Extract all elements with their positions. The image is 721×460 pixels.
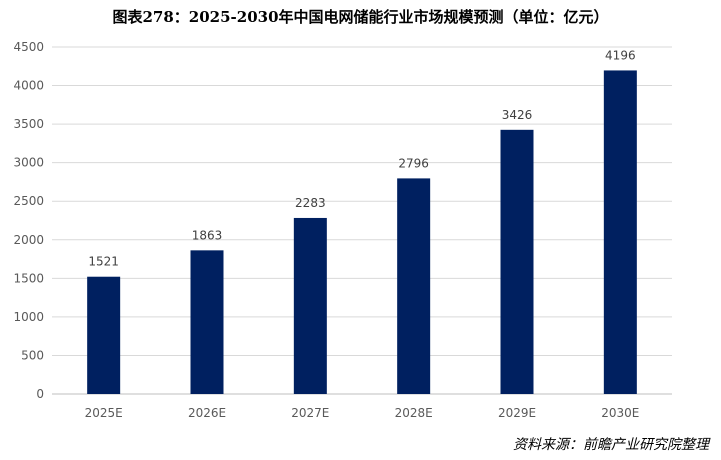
data-label: 4196 — [605, 48, 636, 62]
bar — [87, 276, 121, 394]
y-tick-label: 1500 — [13, 271, 44, 285]
y-tick-label: 3500 — [13, 117, 44, 131]
bar — [500, 129, 534, 395]
y-tick-label: 3000 — [13, 156, 44, 170]
x-tick-label: 2028E — [395, 406, 433, 420]
data-label: 2283 — [295, 196, 326, 210]
source-note: 资料来源：前瞻产业研究院整理 — [513, 437, 709, 453]
x-axis-ticks: 2025E 2026E 2027E 2028E 2029E 2030E — [85, 406, 640, 420]
data-label: 2796 — [398, 156, 429, 170]
y-axis-ticks: 0 500 1000 1500 2000 2500 3000 3500 4000 4500 — [13, 40, 44, 401]
bar — [603, 70, 637, 395]
bar — [190, 250, 224, 394]
y-tick-label: 500 — [21, 348, 44, 362]
x-tick-label: 2027E — [291, 406, 329, 420]
x-tick-label: 2026E — [188, 406, 226, 420]
y-tick-label: 0 — [36, 387, 44, 401]
y-tick-label: 2500 — [13, 194, 44, 208]
y-tick-label: 2000 — [13, 233, 44, 247]
x-tick-label: 2029E — [498, 406, 536, 420]
data-labels: 1521 1863 2283 2796 3426 4196 — [88, 48, 635, 268]
bar — [293, 217, 327, 394]
grid-lines — [52, 46, 672, 395]
y-tick-label: 4000 — [13, 79, 44, 93]
bars — [87, 70, 637, 395]
x-tick-label: 2025E — [85, 406, 123, 420]
bar — [397, 178, 431, 394]
chart-title: 图表278：2025-2030年中国电网储能行业市场规模预测（单位：亿元） — [112, 8, 609, 26]
y-tick-label: 4500 — [13, 40, 44, 54]
x-tick-label: 2030E — [601, 406, 639, 420]
data-label: 3426 — [502, 108, 533, 122]
data-label: 1521 — [88, 255, 119, 269]
data-label: 1863 — [192, 228, 223, 242]
y-tick-label: 1000 — [13, 310, 44, 324]
